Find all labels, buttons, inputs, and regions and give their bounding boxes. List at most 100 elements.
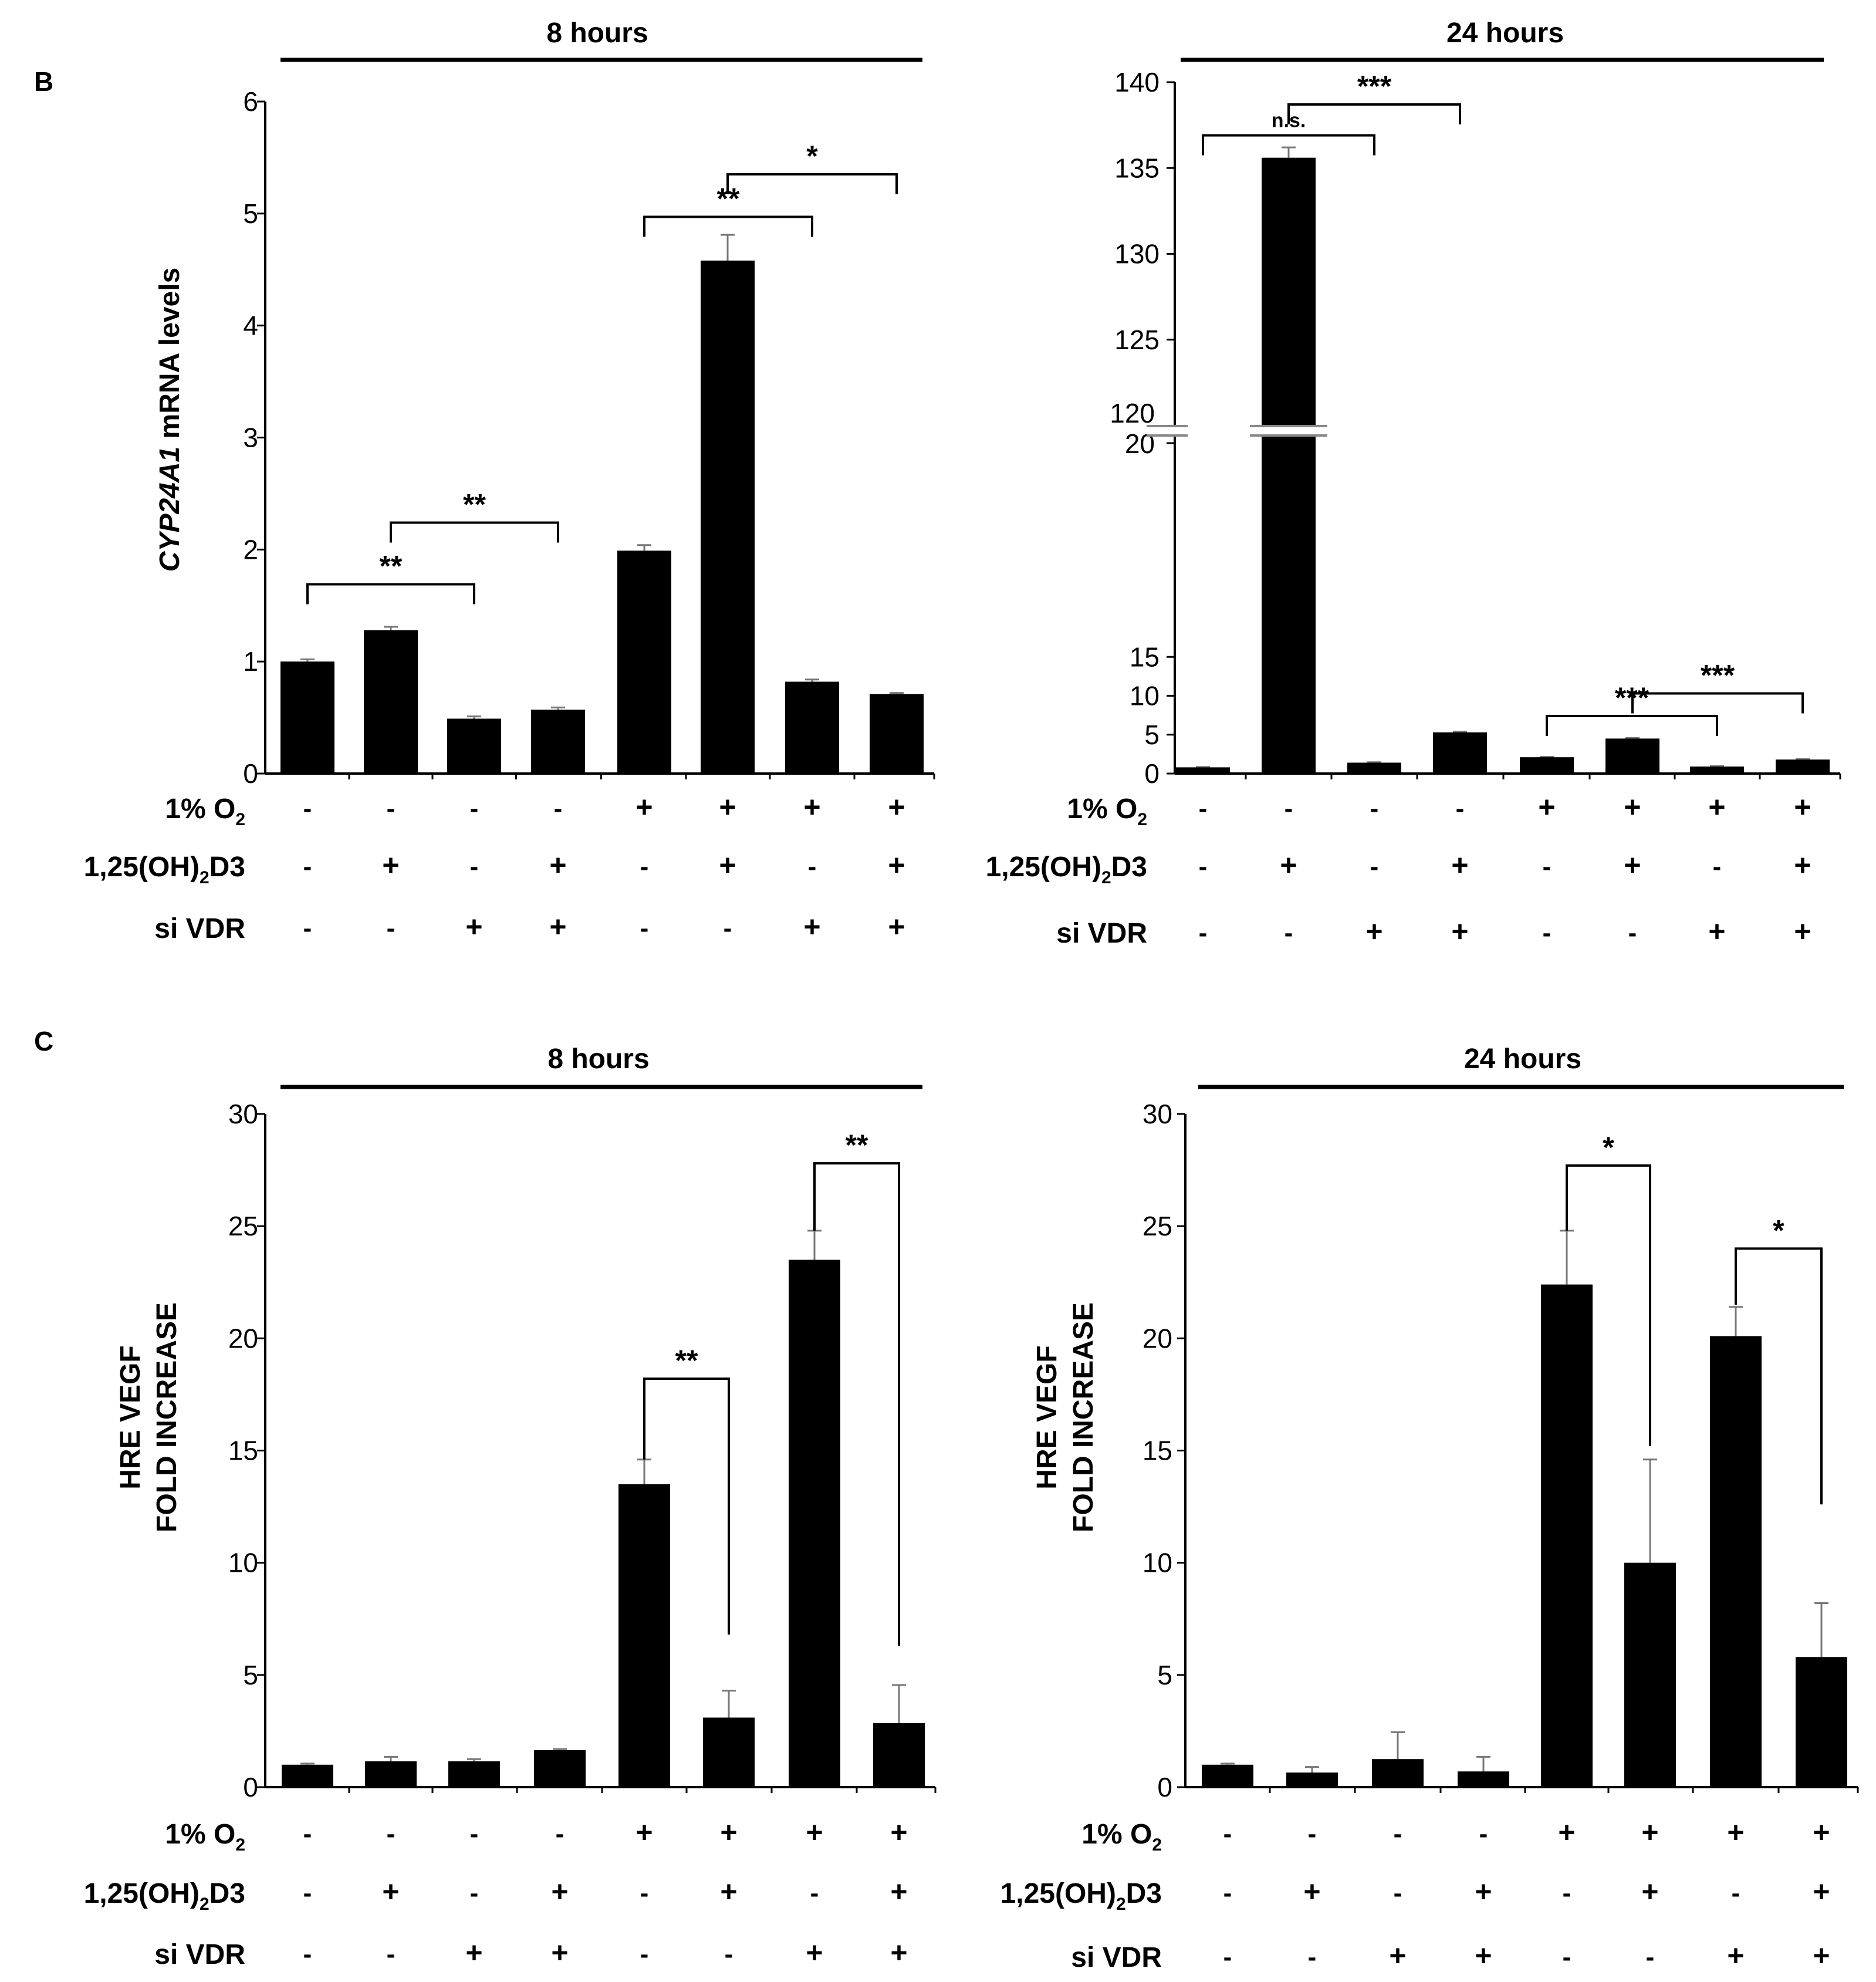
condition-c2-r1-7: + xyxy=(1727,1816,1744,1849)
condition-c2-r2-5: - xyxy=(1563,1879,1571,1907)
y-tick-label-b2-120: 120 xyxy=(1110,398,1155,428)
condition-c1-r2-2: + xyxy=(382,1875,399,1908)
condition-c2-r3-8: + xyxy=(1813,1939,1830,1972)
significance-label-b1-4: * xyxy=(806,140,818,173)
row-label-suffix: D3 xyxy=(209,852,245,883)
bar-b2-7 xyxy=(1690,767,1744,774)
row-label-subscript: 2 xyxy=(200,1895,209,1914)
row-label-suffix: D3 xyxy=(1126,1878,1162,1909)
condition-b2-r3-7: + xyxy=(1708,915,1725,948)
row-label-main: 1,25(OH) xyxy=(84,852,200,883)
condition-c1-r1-5: + xyxy=(636,1816,653,1849)
panel-letter-c: C xyxy=(34,1026,53,1056)
condition-b2-r1-7: + xyxy=(1708,791,1725,823)
row-label-main: si VDR xyxy=(154,913,245,944)
y-tick-label-c1-5: 5 xyxy=(243,1660,258,1690)
condition-c1-r3-4: + xyxy=(551,1936,568,1969)
row-label-c2-1: 1% O2 xyxy=(1081,1819,1162,1855)
condition-c1-r3-6: - xyxy=(725,1940,734,1969)
significance-label-b1-1: ** xyxy=(380,549,403,582)
bar-b1-2 xyxy=(364,630,418,774)
condition-b1-r2-7: - xyxy=(808,852,817,881)
condition-b1-r1-8: + xyxy=(888,791,905,823)
row-label-b1-3: si VDR xyxy=(154,913,245,944)
condition-c2-r1-1: - xyxy=(1223,1819,1232,1848)
row-label-main: 1% O xyxy=(165,794,235,825)
significance-bracket-b2-2 xyxy=(1287,103,1461,125)
y-tick-label-b1-2: 2 xyxy=(243,534,258,565)
significance-bracket-b1-1 xyxy=(306,583,475,605)
bar-c2-5 xyxy=(1541,1284,1593,1787)
ylabel-c2: HRE VEGF FOLD INCREASE xyxy=(1032,1302,1099,1532)
condition-c1-r2-6: + xyxy=(720,1875,737,1908)
condition-c1-r2-3: - xyxy=(470,1879,479,1907)
significance-label-c2-2: * xyxy=(1773,1214,1784,1247)
condition-b2-r1-4: - xyxy=(1456,794,1465,823)
bar-c1-1 xyxy=(282,1764,333,1787)
y-tick-label-c2-0: 0 xyxy=(1157,1772,1172,1802)
condition-c1-r2-4: + xyxy=(551,1875,568,1908)
bar-c2-8 xyxy=(1796,1657,1847,1787)
condition-c1-r1-3: - xyxy=(470,1819,479,1848)
ylabel-c1-line1: HRE VEGF xyxy=(115,1345,146,1489)
time-header-b1: 8 hours xyxy=(280,18,922,62)
y-tick-label-b1-3: 3 xyxy=(243,423,258,453)
time-header-c2: 24 hours xyxy=(1198,1044,1844,1089)
condition-c2-r1-3: - xyxy=(1394,1819,1402,1848)
condition-b2-r2-2: + xyxy=(1280,849,1297,882)
condition-b1-r1-3: - xyxy=(470,794,479,823)
significance-label-b2-4: *** xyxy=(1701,659,1735,692)
significance-bracket-b2-4 xyxy=(1631,692,1804,714)
y-tick-label-b1-5: 5 xyxy=(243,198,258,229)
condition-b1-r3-7: + xyxy=(803,910,820,943)
bar-b1-4 xyxy=(531,710,585,774)
condition-b1-r3-3: + xyxy=(465,910,482,943)
condition-c2-r2-8: + xyxy=(1813,1875,1830,1908)
significance-bracket-c1-1 xyxy=(643,1377,730,1635)
condition-b2-r3-3: + xyxy=(1365,915,1383,948)
y-tick-label-c2-25: 25 xyxy=(1142,1211,1172,1241)
bar-b2-6 xyxy=(1605,738,1659,774)
condition-b1-r1-5: + xyxy=(636,791,653,823)
y-tick-label-b2-5: 5 xyxy=(1144,720,1160,750)
time-label-c2: 24 hours xyxy=(1464,1044,1581,1075)
condition-c2-r2-6: + xyxy=(1641,1875,1658,1908)
bar-c1-3 xyxy=(448,1761,500,1787)
condition-c2-r3-6: - xyxy=(1646,1943,1655,1971)
condition-b2-r3-2: - xyxy=(1285,919,1293,947)
row-label-subscript: 2 xyxy=(235,810,245,829)
row-label-b2-2: 1,25(OH)2D3 xyxy=(986,852,1147,887)
y-tick-label-b2-15: 15 xyxy=(1130,641,1160,672)
y-tick-label-b1-4: 4 xyxy=(243,310,258,341)
time-label-b2: 24 hours xyxy=(1446,18,1564,49)
condition-b1-r2-3: - xyxy=(470,852,479,881)
condition-b2-r3-6: - xyxy=(1628,919,1637,947)
significance-bracket-c1-2 xyxy=(813,1162,900,1646)
significance-bracket-b1-4 xyxy=(726,173,898,195)
significance-bracket-b2-3 xyxy=(1546,714,1718,736)
condition-c1-r3-8: + xyxy=(890,1936,907,1969)
y-tick-label-c2-10: 10 xyxy=(1142,1548,1172,1578)
bar-c2-3 xyxy=(1372,1759,1424,1787)
bar-b2-1 xyxy=(1176,767,1230,774)
bar-b1-1 xyxy=(280,661,334,774)
row-label-c2-3: si VDR xyxy=(1071,1942,1162,1973)
row-label-main: si VDR xyxy=(154,1939,245,1970)
condition-c1-r2-5: - xyxy=(640,1879,649,1907)
row-label-subscript: 2 xyxy=(1152,1835,1162,1855)
y-tick-label-b2-0: 0 xyxy=(1144,758,1160,789)
condition-c2-r2-3: - xyxy=(1394,1879,1402,1907)
bar-c2-7 xyxy=(1710,1336,1762,1787)
y-tick-label-b2-135: 135 xyxy=(1114,153,1160,183)
panel-letter-b: B xyxy=(34,66,53,97)
y-tick-label-b1-0: 0 xyxy=(243,758,258,789)
y-tick-label-b2-125: 125 xyxy=(1114,325,1160,355)
row-label-c2-2: 1,25(OH)2D3 xyxy=(1000,1878,1162,1914)
bar-b1-6 xyxy=(701,260,755,774)
row-label-subscript: 2 xyxy=(1116,1895,1126,1914)
bar-c1-2 xyxy=(365,1761,417,1787)
condition-c2-r1-8: + xyxy=(1813,1816,1830,1849)
row-label-main: 1,25(OH) xyxy=(84,1878,200,1909)
